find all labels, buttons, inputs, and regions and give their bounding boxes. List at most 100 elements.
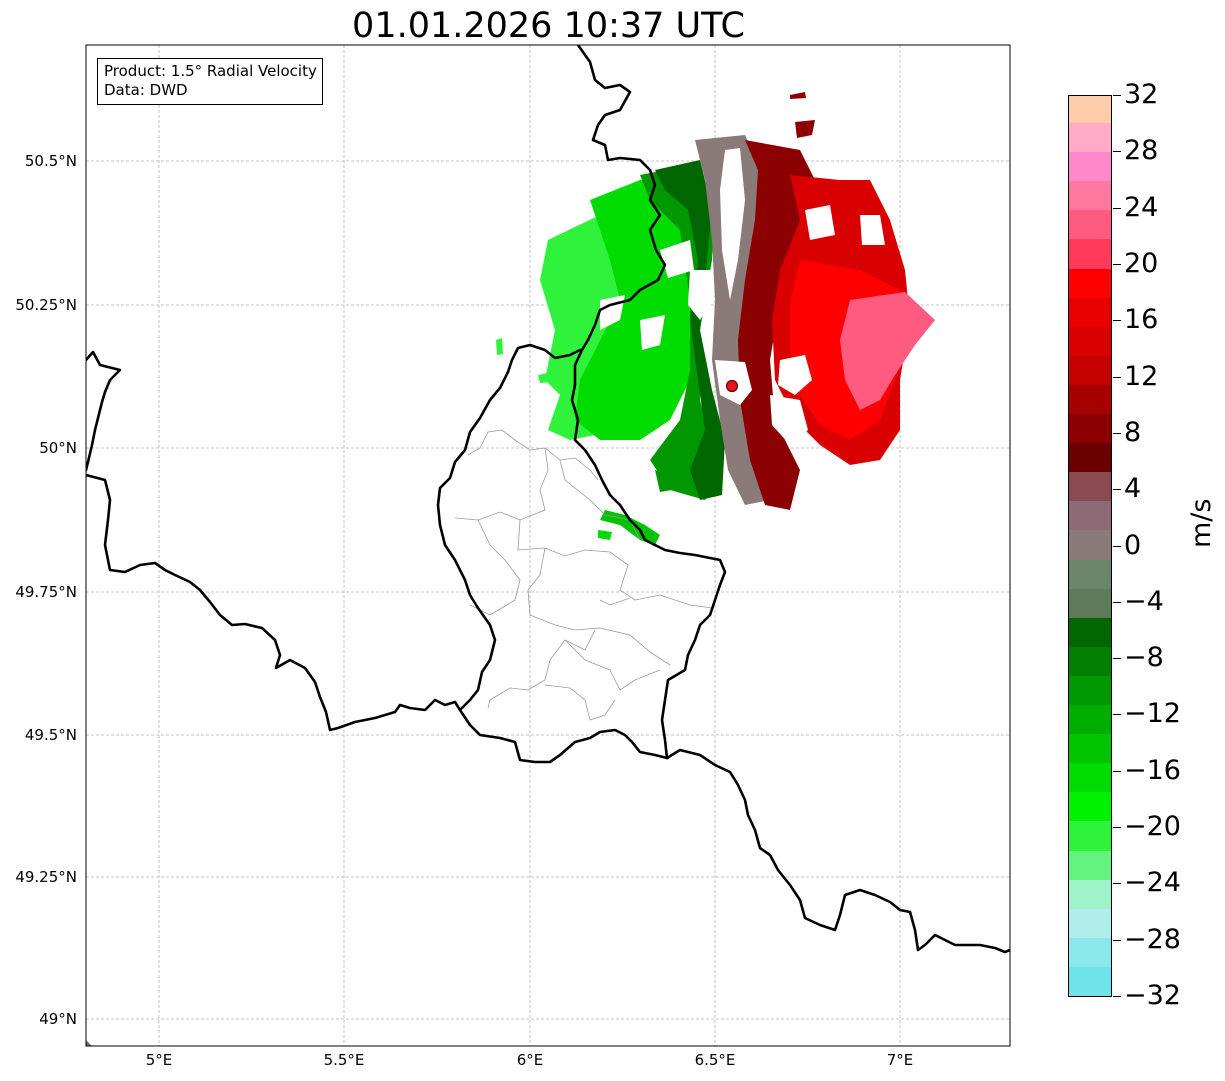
map-corner-marker bbox=[86, 1040, 92, 1046]
lat-label-49: 49°N bbox=[39, 1010, 77, 1028]
colorbar-segment bbox=[1069, 209, 1111, 240]
outbound-velocity-fringe bbox=[790, 92, 815, 138]
colorbar-tick-label: 8 bbox=[1124, 416, 1142, 448]
colorbar-tick bbox=[1113, 658, 1121, 660]
lon-label-5: 5°E bbox=[145, 1051, 173, 1069]
colorbar-segment bbox=[1069, 791, 1111, 822]
colorbar-tick-label: −24 bbox=[1124, 867, 1181, 899]
colorbar-segment bbox=[1069, 180, 1111, 211]
echo-gap bbox=[805, 205, 835, 240]
colorbar-tick bbox=[1113, 263, 1121, 265]
inbound-velocity-region-dark bbox=[655, 160, 725, 500]
colorbar-segment bbox=[1069, 762, 1111, 793]
colorbar-tick-label: 0 bbox=[1124, 529, 1142, 561]
colorbar-segment bbox=[1069, 907, 1111, 938]
zero-velocity-band bbox=[695, 135, 770, 505]
colorbar-segment bbox=[1069, 674, 1111, 706]
radar-site-marker bbox=[725, 379, 739, 393]
echo-fragment bbox=[600, 510, 660, 545]
map-title: 01.01.2026 10:37 UTC bbox=[352, 6, 745, 46]
colorbar-segment bbox=[1069, 442, 1111, 473]
colorbar-tick bbox=[1113, 827, 1121, 829]
colorbar-segment bbox=[1069, 936, 1111, 967]
outbound-velocity-region-pink bbox=[840, 292, 935, 410]
echo-gap bbox=[688, 270, 712, 320]
colorbar-tick bbox=[1113, 883, 1121, 885]
border-luxembourg-east bbox=[653, 543, 727, 760]
border-germany-france bbox=[665, 748, 1010, 954]
colorbar-segment bbox=[1069, 529, 1111, 560]
colorbar-tick bbox=[1113, 996, 1121, 997]
colorbar-unit-label: m/s bbox=[1186, 498, 1217, 548]
colorbar-tick bbox=[1113, 939, 1121, 941]
colorbar-segment bbox=[1069, 151, 1111, 182]
echo-gap bbox=[660, 240, 694, 278]
colorbar-segment bbox=[1069, 820, 1111, 851]
colorbar-tick bbox=[1113, 714, 1121, 716]
colorbar-tick-label: 12 bbox=[1124, 360, 1159, 392]
colorbar-tick-label: −8 bbox=[1124, 642, 1164, 674]
colorbar-tick-label: 4 bbox=[1124, 473, 1142, 505]
lat-label-50.25: 50.25°N bbox=[15, 296, 77, 314]
colorbar-segment bbox=[1069, 965, 1111, 996]
echo-gap bbox=[640, 315, 665, 350]
colorbar-segment bbox=[1069, 471, 1111, 502]
colorbar-segment bbox=[1069, 413, 1111, 444]
border-luxembourg-france bbox=[458, 708, 669, 764]
colorbar-segment bbox=[1069, 383, 1111, 415]
info-box: Product: 1.5° Radial Velocity Data: DWD bbox=[97, 58, 323, 105]
colorbar-segment bbox=[1069, 849, 1111, 880]
lon-label-6: 6°E bbox=[516, 1051, 544, 1069]
colorbar-segment bbox=[1069, 122, 1111, 153]
echo-gap bbox=[778, 355, 812, 395]
colorbar-segment bbox=[1069, 878, 1111, 909]
colorbar-segment bbox=[1069, 238, 1111, 269]
colorbar-tick-label: −20 bbox=[1124, 811, 1181, 843]
lon-label-6.5: 6.5°E bbox=[694, 1051, 736, 1069]
colorbar-segment bbox=[1069, 267, 1111, 298]
colorbar-tick-label: 32 bbox=[1124, 79, 1159, 110]
echo-gap bbox=[720, 148, 745, 300]
colorbar-tick-label: −12 bbox=[1124, 698, 1181, 730]
lat-label-50: 50°N bbox=[39, 439, 77, 457]
colorbar-tick-label: 16 bbox=[1124, 304, 1159, 336]
colorbar-tick bbox=[1113, 376, 1121, 378]
colorbar-segment bbox=[1069, 500, 1111, 531]
echo-gap bbox=[860, 215, 885, 245]
border-belgium-germany bbox=[570, 45, 667, 547]
colorbar-tick bbox=[1113, 432, 1121, 434]
colorbar-segment bbox=[1069, 616, 1111, 647]
lon-label-7: 7°E bbox=[886, 1051, 914, 1069]
colorbar-segment bbox=[1069, 733, 1111, 764]
echo-fragment bbox=[655, 470, 672, 492]
colorbar-segment bbox=[1069, 645, 1111, 676]
colorbar-tick-label: 24 bbox=[1124, 191, 1159, 223]
colorbar-tick bbox=[1113, 489, 1121, 491]
border-belgium-netherlands bbox=[86, 350, 122, 472]
border-belgium-france bbox=[86, 473, 462, 732]
colorbar-tick-label: −16 bbox=[1124, 754, 1181, 786]
country-borders bbox=[86, 45, 1010, 954]
info-source: Data: DWD bbox=[104, 81, 188, 99]
colorbar-tick bbox=[1113, 320, 1121, 322]
lon-label-5.5: 5.5°E bbox=[323, 1051, 365, 1069]
lat-label-49.25: 49.25°N bbox=[15, 868, 77, 886]
border-luxembourg bbox=[436, 343, 582, 712]
colorbar-segment bbox=[1069, 354, 1111, 385]
colorbar-segment bbox=[1069, 325, 1111, 356]
colorbar-segment bbox=[1069, 587, 1111, 618]
map-frame bbox=[85, 44, 1011, 1047]
echo-fragment bbox=[538, 372, 553, 383]
colorbar-segment bbox=[1069, 704, 1111, 735]
lat-label-49.75: 49.75°N bbox=[15, 583, 77, 601]
colorbar-segment bbox=[1069, 296, 1111, 327]
colorbar-tick bbox=[1113, 601, 1121, 603]
echo-fragment bbox=[496, 338, 503, 355]
info-product: Product: 1.5° Radial Velocity bbox=[104, 62, 317, 80]
colorbar-tick bbox=[1113, 207, 1121, 209]
colorbar-tick bbox=[1113, 151, 1121, 153]
colorbar-tick-label: 20 bbox=[1124, 247, 1159, 279]
lat-label-50.5: 50.5°N bbox=[24, 152, 77, 170]
colorbar-tick bbox=[1113, 545, 1121, 547]
